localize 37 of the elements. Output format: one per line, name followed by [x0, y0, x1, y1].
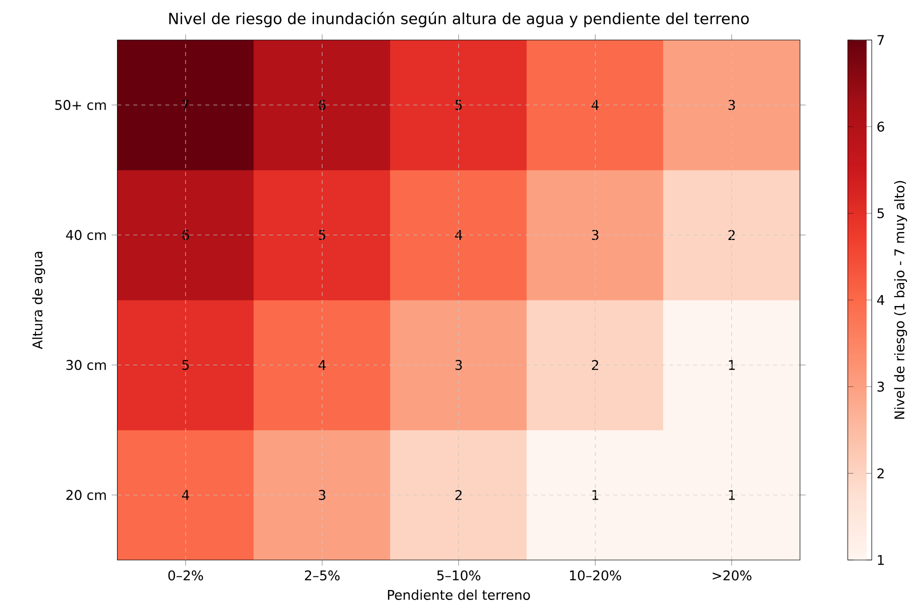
- color-bar-label: 4: [877, 295, 884, 305]
- data-label: 5: [182, 360, 189, 370]
- data-label: 3: [318, 490, 326, 500]
- color-bar-label: 6: [877, 122, 884, 132]
- data-label: 3: [455, 360, 462, 370]
- y-axis-title: Altura de agua: [32, 252, 46, 350]
- data-label: 2: [455, 490, 462, 500]
- color-bar-title: Nivel de riesgo (1 bajo - 7 muy alto): [894, 180, 908, 419]
- x-tick-label: 5–10%: [437, 570, 480, 580]
- color-bar-label: 7: [878, 35, 884, 45]
- y-tick-label: 50+ cm: [55, 100, 106, 110]
- data-label: 5: [318, 230, 326, 240]
- data-label: 5: [455, 100, 462, 110]
- data-label: 1: [592, 490, 598, 500]
- data-label: 6: [182, 230, 190, 240]
- data-label: 4: [318, 360, 326, 370]
- data-label: 3: [728, 100, 735, 110]
- x-tick-label: 2–5%: [304, 570, 340, 580]
- x-tick-label: 10–20%: [570, 570, 622, 580]
- y-tick-label: 40 cm: [66, 230, 106, 240]
- y-tick-label: 20 cm: [66, 490, 106, 500]
- color-bar-label: 3: [878, 382, 884, 392]
- data-label: 6: [318, 100, 326, 110]
- data-label: 2: [592, 360, 598, 370]
- color-bar-label: 1: [878, 555, 884, 565]
- data-label: 4: [455, 230, 462, 240]
- color-bar-label: 2: [877, 468, 884, 478]
- chart-title: Nivel de riesgo de inundación según altura de agua y pendiente del terreno: [169, 12, 749, 28]
- x-tick-label: 0–2%: [168, 570, 204, 580]
- data-label: 4: [592, 100, 599, 110]
- data-label: 7: [182, 100, 189, 110]
- data-label: 3: [592, 230, 598, 240]
- color-bar-label: 5: [878, 208, 884, 218]
- data-label: 4: [182, 490, 190, 500]
- x-tick-label: >20%: [712, 570, 752, 580]
- y-tick-label: 30 cm: [66, 360, 106, 370]
- x-axis-title: Pendiente del terreno: [388, 590, 530, 600]
